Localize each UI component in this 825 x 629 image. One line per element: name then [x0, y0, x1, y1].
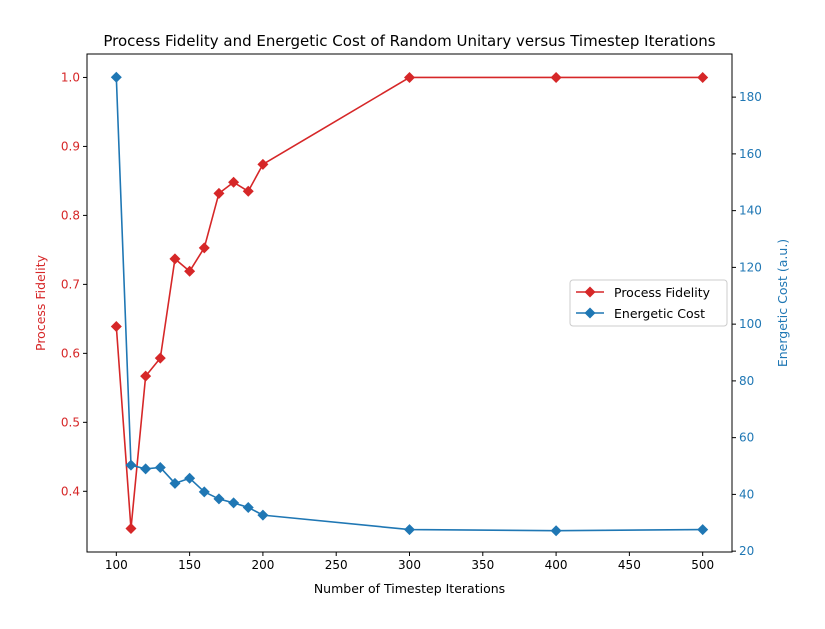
data-point-fidelity [140, 370, 152, 382]
data-point-fidelity [697, 71, 709, 83]
data-point-energetic-cost [257, 509, 269, 521]
y-right-tick-label: 80 [739, 374, 754, 388]
data-point-energetic-cost [697, 524, 709, 536]
y-axis-right: 20 40 60 80 100 120 140 160 180 [732, 90, 762, 558]
y-left-tick-label: 0.6 [61, 346, 80, 360]
x-tick-label: 400 [545, 558, 568, 572]
data-point-fidelity [198, 242, 210, 254]
data-point-fidelity [125, 523, 137, 535]
y-left-tick-label: 1.0 [61, 70, 80, 84]
y-right-tick-label: 40 [739, 487, 754, 501]
chart-title: Process Fidelity and Energetic Cost of R… [103, 32, 715, 50]
data-point-fidelity [550, 71, 562, 83]
y-right-tick-label: 60 [739, 431, 754, 445]
legend: Process Fidelity Energetic Cost [569, 279, 728, 327]
data-point-energetic-cost [242, 501, 254, 513]
data-point-fidelity [169, 253, 181, 265]
x-axis: 100 150 200 250 300 350 400 450 500 [105, 552, 714, 572]
x-axis-label: Number of Timestep Iterations [314, 581, 505, 596]
data-point-fidelity [213, 187, 225, 199]
x-tick-label: 450 [618, 558, 641, 572]
x-tick-label: 500 [691, 558, 714, 572]
data-point-energetic-cost [125, 459, 137, 471]
data-point-fidelity [404, 71, 415, 83]
x-tick-label: 200 [251, 558, 274, 572]
y-right-tick-label: 180 [739, 90, 762, 104]
y-axis-left-label: Process Fidelity [33, 254, 48, 351]
data-point-energetic-cost [110, 71, 122, 83]
data-point-energetic-cost [550, 525, 562, 537]
y-right-tick-label: 20 [739, 544, 754, 558]
data-point-energetic-cost [140, 463, 152, 475]
legend-box [569, 279, 728, 327]
data-point-energetic-cost [198, 486, 210, 498]
x-tick-label: 250 [325, 558, 348, 572]
data-point-fidelity [110, 320, 122, 332]
y-left-tick-label: 0.9 [61, 139, 80, 153]
x-tick-label: 350 [471, 558, 494, 572]
legend-label-fidelity: Process Fidelity [614, 285, 711, 300]
y-left-tick-label: 0.5 [61, 415, 80, 429]
legend-marker-fidelity [584, 286, 596, 298]
data-point-fidelity [154, 352, 166, 364]
y-left-tick-label: 0.7 [61, 277, 80, 291]
x-tick-label: 300 [398, 558, 421, 572]
y-left-tick-label: 0.8 [61, 208, 80, 222]
data-point-fidelity [257, 158, 269, 170]
y-right-tick-label: 100 [739, 317, 762, 331]
x-tick-label: 150 [178, 558, 201, 572]
x-tick-label: 100 [105, 558, 128, 572]
data-point-energetic-cost [228, 497, 240, 509]
y-left-tick-label: 0.4 [61, 484, 80, 498]
y-axis-right-label: Energetic Cost (a.u.) [775, 239, 790, 367]
data-point-energetic-cost [154, 461, 166, 473]
y-right-tick-label: 160 [739, 147, 762, 161]
data-point-fidelity [242, 185, 254, 197]
y-axis-left: 0.4 0.5 0.6 0.7 0.8 0.9 1.0 [61, 70, 87, 498]
y-right-tick-label: 120 [739, 260, 762, 274]
data-point-energetic-cost [184, 472, 196, 484]
y-right-tick-label: 140 [739, 204, 762, 218]
legend-entry-energetic-cost: Energetic Cost [576, 306, 705, 321]
plot-area [86, 53, 733, 553]
data-point-energetic-cost [404, 524, 415, 536]
data-point-energetic-cost [169, 477, 181, 489]
legend-marker-energetic-cost [584, 307, 596, 319]
legend-label-energetic-cost: Energetic Cost [614, 306, 705, 321]
data-point-fidelity [228, 176, 240, 188]
legend-entry-fidelity: Process Fidelity [576, 285, 711, 300]
data-point-fidelity [184, 265, 196, 277]
data-point-energetic-cost [213, 493, 225, 505]
series-layer [110, 71, 709, 537]
